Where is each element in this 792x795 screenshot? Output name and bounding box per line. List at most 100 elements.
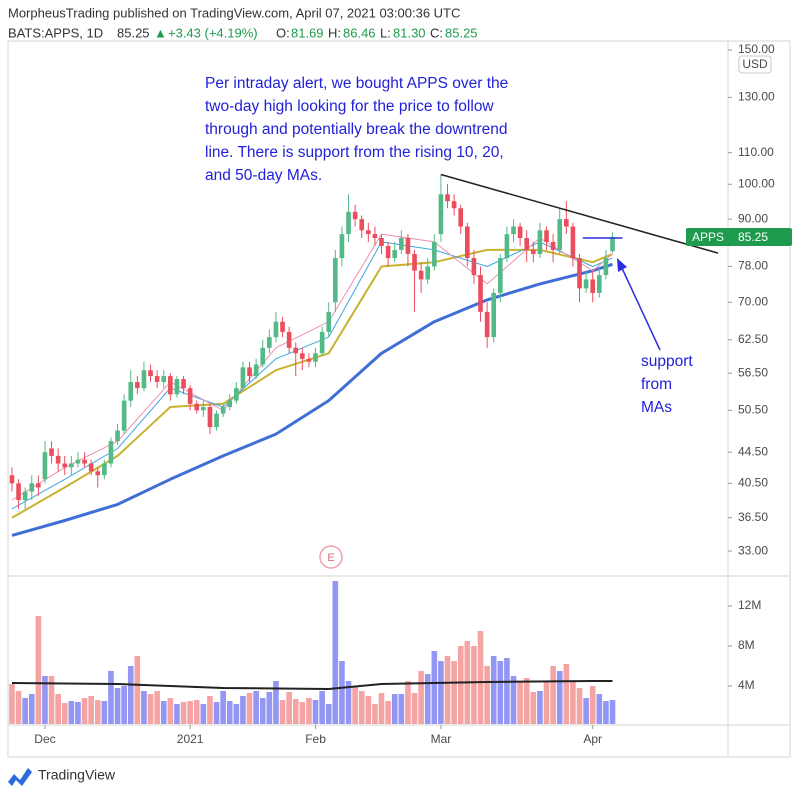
candle-body	[405, 238, 411, 254]
volume-bar	[22, 698, 28, 724]
candle-body	[504, 234, 510, 259]
annotation: line. There is support from the rising 1…	[205, 144, 504, 161]
volume-bar	[451, 661, 457, 724]
candle-body	[95, 471, 101, 476]
y-tick-label: 130.00	[738, 90, 775, 104]
volume-bar	[174, 704, 180, 724]
footer-brand: TradingView	[38, 767, 116, 783]
volume-bar	[352, 686, 358, 724]
volume-bar	[226, 701, 233, 724]
candle-body	[75, 459, 81, 464]
volume-bar	[537, 691, 543, 724]
candle-body	[564, 219, 569, 227]
annotation: and 50-day MAs.	[205, 167, 322, 184]
candle-body	[583, 279, 589, 289]
candle-body	[491, 292, 497, 338]
candle-body	[42, 452, 48, 480]
volume-bar	[9, 684, 15, 724]
candle-body	[220, 407, 226, 414]
volume-bar	[570, 681, 576, 724]
volume-bar	[246, 693, 253, 724]
volume-bar	[28, 694, 35, 724]
candle-body	[128, 382, 134, 401]
y-tick-label: 150.00	[738, 42, 775, 56]
candle-body	[201, 407, 206, 411]
volume-bar	[497, 661, 504, 724]
volume-bar	[233, 704, 240, 724]
volume-bar	[134, 656, 141, 724]
candle-body	[29, 483, 35, 492]
volume-bar	[424, 674, 431, 724]
volume-bar	[385, 701, 391, 724]
x-tick-label: Feb	[305, 732, 326, 746]
candle-body	[399, 238, 404, 250]
y-tick-label: 78.00	[738, 259, 768, 273]
volume-bar	[438, 661, 444, 724]
volume-bar	[596, 694, 603, 724]
candle-body	[392, 249, 398, 259]
volume-bar	[55, 694, 61, 724]
volume-bar	[490, 656, 497, 724]
x-tick-label: Mar	[431, 732, 452, 746]
price-tag-name: APPS	[692, 230, 724, 244]
candle-body	[273, 321, 279, 338]
candle-body	[577, 258, 582, 289]
volume-bar	[259, 698, 266, 724]
earnings-marker[interactable]	[319, 545, 343, 569]
candle-body	[16, 483, 21, 501]
volume-bar	[543, 681, 550, 724]
volume-bar	[75, 702, 81, 724]
volume-ma	[11, 680, 613, 690]
volume-bar	[517, 681, 523, 724]
candle-body	[550, 241, 556, 250]
candle-body	[418, 270, 424, 280]
y-tick-label: 33.00	[738, 543, 768, 557]
candle-body	[425, 266, 431, 280]
candle-body	[465, 226, 470, 259]
candle-body	[240, 367, 246, 389]
volume-bar	[141, 691, 147, 724]
volume-bar	[187, 701, 193, 724]
volume-bar	[154, 691, 160, 724]
open: 81.69	[291, 25, 324, 40]
currency-box	[738, 55, 772, 74]
candle-body	[432, 241, 437, 267]
candle-body	[379, 238, 384, 246]
candle-body	[135, 382, 140, 389]
candle-body	[412, 253, 417, 271]
candle-body	[55, 455, 61, 464]
y-tick-label: 100.00	[738, 176, 775, 190]
candle-body	[438, 194, 444, 235]
volume-bar	[266, 692, 273, 724]
y-tick-label: 40.50	[738, 475, 768, 489]
moving-average	[11, 262, 613, 537]
volume-bar	[42, 676, 48, 724]
candle-body	[590, 279, 596, 293]
volume-bar	[306, 698, 312, 724]
candle-body	[471, 258, 477, 276]
change: +3.43 (+4.19%)	[168, 25, 258, 40]
y-tick-label: 62.50	[738, 332, 768, 346]
arrow-shaft	[620, 265, 661, 351]
candle-body	[359, 219, 365, 231]
y-tick-label: 50.50	[738, 402, 768, 416]
volume-bar	[576, 688, 583, 724]
candle-body	[69, 463, 74, 468]
candle-body	[366, 230, 371, 235]
volume-bar	[48, 676, 55, 724]
volume-bar	[431, 651, 438, 724]
volume-bar	[167, 698, 174, 724]
volume-bar	[88, 696, 94, 724]
candle-body	[88, 463, 94, 472]
publish-line: MorpheusTrading published on TradingView…	[8, 5, 460, 20]
volume-bar	[35, 616, 42, 724]
change-arrow: ▲	[154, 25, 167, 40]
price-tag-value: 85.25	[738, 230, 768, 244]
last-price: 85.25	[117, 25, 150, 40]
volume-bar	[411, 693, 418, 724]
x-tick-label: Dec	[34, 732, 55, 746]
candle-body	[326, 311, 332, 332]
chart-frame	[7, 40, 791, 758]
volume-bar	[563, 664, 570, 724]
volume-bar	[200, 704, 207, 724]
